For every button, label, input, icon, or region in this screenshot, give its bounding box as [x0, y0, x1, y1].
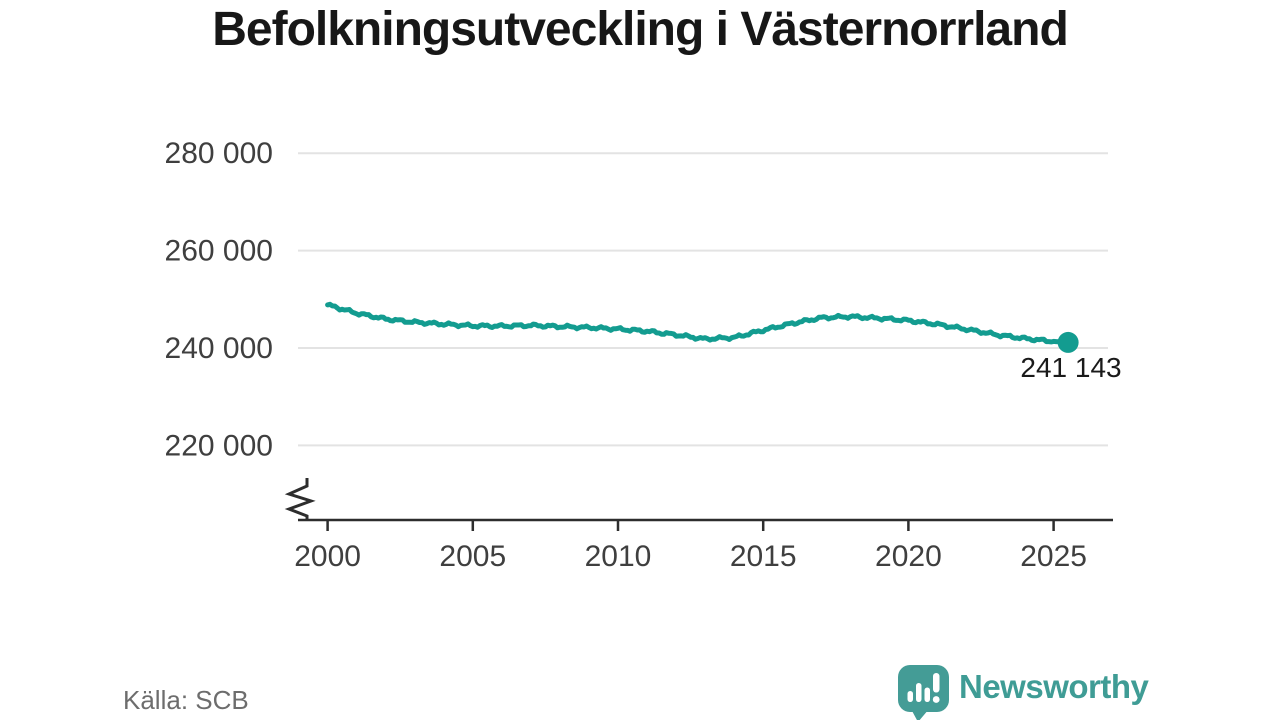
x-tick-label: 2005 [439, 540, 506, 573]
x-tick-label: 2015 [730, 540, 797, 573]
y-tick-label: 260 000 [165, 235, 273, 268]
source-label: Källa: SCB [123, 685, 249, 715]
y-tick-label: 240 000 [165, 332, 273, 365]
newsworthy-speech-bubble-bar-chart-icon [898, 665, 949, 720]
latest-value-dot [1057, 331, 1079, 353]
x-axis-labels: 2000 2005 2010 2015 2020 2025 [294, 540, 1087, 573]
y-tick-label: 220 000 [165, 429, 273, 462]
y-gridlines [298, 152, 1108, 447]
newsworthy-logo-text: Newsworthy [959, 668, 1149, 705]
x-axis [298, 518, 1113, 531]
latest-value-label: 241 143 [1020, 352, 1121, 383]
y-axis-break-icon [284, 478, 316, 520]
y-tick-label: 280 000 [165, 137, 273, 170]
newsworthy-logo: Newsworthy [897, 664, 1149, 720]
x-tick-label: 2010 [585, 540, 652, 573]
population-line [325, 301, 1071, 345]
x-tick-label: 2025 [1020, 540, 1087, 573]
x-tick-label: 2000 [294, 540, 361, 573]
chart-title: Befolkningsutveckling i Västernorrland [212, 3, 1069, 56]
x-tick-label: 2020 [875, 540, 942, 573]
y-axis-labels: 280 000 260 000 240 000 220 000 [165, 137, 273, 462]
